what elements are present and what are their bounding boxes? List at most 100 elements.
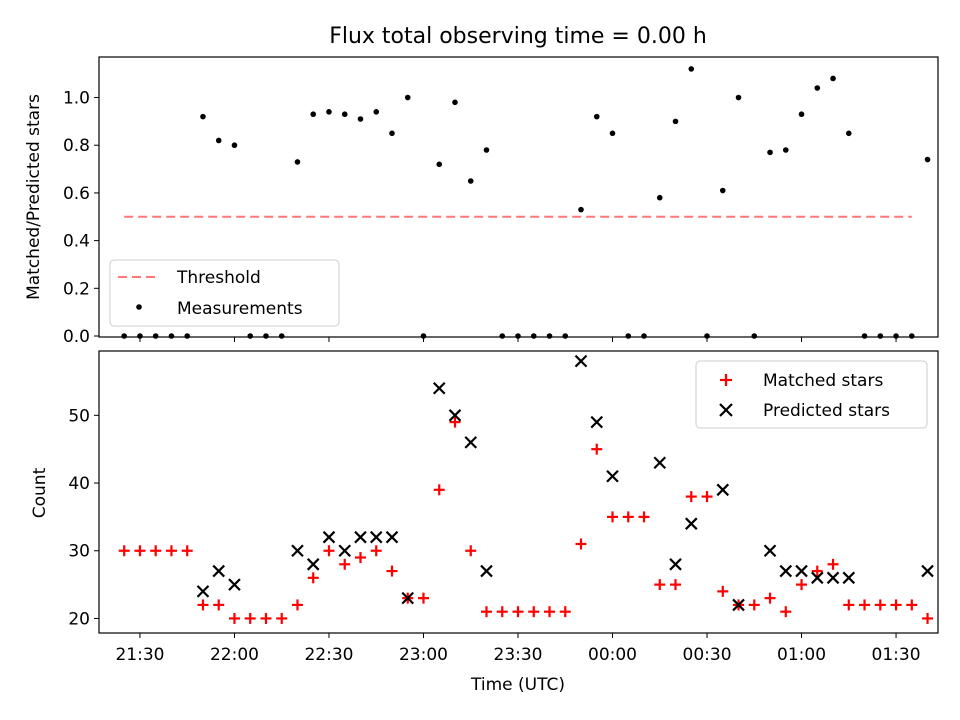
measurement-point [893, 333, 899, 339]
predicted-star-point [385, 530, 399, 544]
measurement-point [672, 118, 679, 125]
matched-star-point [859, 599, 871, 611]
predicted-star-point [653, 456, 667, 470]
matched-star-point [591, 443, 603, 455]
measurement-point [735, 94, 742, 101]
predicted-star-stroke-b [212, 564, 225, 578]
matched-star-point [323, 545, 335, 557]
matched-star-point [512, 606, 524, 618]
matched-star-point [291, 599, 303, 611]
measurement-point [263, 333, 269, 339]
matched-star-point [197, 599, 209, 611]
predicted-star-stroke-b [228, 578, 241, 591]
predicted-star-stroke-b [842, 571, 856, 585]
measurement-point [782, 147, 789, 153]
bottom-plot-frame [98, 350, 939, 634]
predicted-star-point [842, 571, 856, 585]
matched-star-point [701, 491, 713, 503]
predicted-star-stroke-b [606, 469, 619, 483]
bottom-x-tick-label: 22:30 [304, 645, 353, 665]
predicted-star-point [401, 591, 415, 605]
predicted-star-stroke-b [716, 483, 730, 497]
measurement-point [877, 333, 884, 339]
measurement-point [310, 111, 317, 118]
matched-star-point [528, 606, 540, 618]
top-plot-frame [98, 56, 939, 338]
bottom-y-ticks: 20 30 40 50 [68, 406, 99, 629]
predicted-stars-points [196, 354, 934, 612]
measurement-point [436, 161, 443, 168]
predicted-star-stroke-b [826, 571, 840, 585]
predicted-star-point [354, 530, 367, 544]
predicted-star-point [212, 564, 225, 578]
measurement-point [578, 206, 584, 213]
predicted-star-point [732, 598, 745, 612]
predicted-star-point [338, 544, 352, 558]
matched-star-point [354, 552, 366, 564]
matched-star-point [906, 599, 918, 611]
matched-star-point [433, 484, 445, 496]
measurement-point [767, 149, 773, 156]
matched-star-point [181, 545, 193, 557]
measurement-point [530, 333, 537, 339]
legend-measurements-label: Measurements [177, 299, 303, 319]
x-axis-label: Time (UTC) [470, 675, 565, 695]
predicted-star-stroke-b [432, 381, 446, 395]
predicted-star-stroke-b [574, 354, 588, 368]
predicted-star-point [291, 544, 304, 558]
measurement-point [515, 333, 521, 339]
predicted-star-point [306, 558, 320, 571]
top-y-tick-label: 0.0 [63, 327, 90, 347]
top-y-tick-label: 0.6 [63, 184, 90, 204]
measurement-point [231, 142, 238, 149]
measurement-point [830, 75, 836, 82]
legend-predicted-label: Predicted stars [763, 401, 890, 421]
matched-star-point [622, 511, 634, 523]
matched-star-point [638, 511, 650, 523]
matched-star-point [480, 606, 492, 618]
measurement-point [404, 94, 411, 101]
matched-star-point [260, 612, 272, 624]
predicted-star-stroke-b [811, 571, 824, 585]
matched-star-point [370, 545, 382, 557]
predicted-star-point [811, 571, 824, 585]
predicted-star-point [228, 578, 241, 591]
measurement-point [373, 109, 380, 115]
predicted-star-point [779, 564, 793, 578]
bottom-x-tick-label: 21:30 [115, 645, 164, 665]
matched-star-point [843, 599, 855, 611]
matched-star-point [575, 538, 587, 550]
matched-star-point [685, 491, 697, 503]
measurement-point [924, 156, 931, 163]
legend-matched-label: Matched stars [763, 371, 883, 391]
predicted-star-stroke-b [763, 544, 777, 558]
bottom-x-tick-label: 01:00 [777, 645, 826, 665]
predicted-star-point [716, 483, 730, 497]
predicted-star-point [448, 409, 462, 422]
matched-star-point [134, 545, 146, 557]
predicted-star-point [432, 381, 446, 395]
predicted-star-point [590, 415, 604, 429]
matched-star-point [764, 592, 776, 604]
predicted-star-point [196, 585, 210, 598]
bottom-y-tick-label: 30 [68, 542, 90, 562]
predicted-star-stroke-b [291, 544, 304, 558]
matched-star-point [890, 599, 902, 611]
legend-threshold-label: Threshold [176, 268, 261, 288]
matched-star-point [717, 585, 729, 597]
bottom-x-tick-label: 23:30 [494, 645, 543, 665]
measurement-point [247, 333, 254, 339]
top-y-ticks: 0.0 0.2 0.4 0.6 0.8 1.0 [63, 89, 99, 347]
matched-star-point [496, 606, 508, 618]
predicted-star-point [921, 564, 934, 578]
predicted-star-stroke-b [669, 558, 682, 571]
bottom-x-tick-label: 23:00 [399, 645, 448, 665]
predicted-star-stroke-b [306, 558, 320, 571]
measurement-point [719, 187, 726, 194]
matched-star-point [654, 579, 666, 591]
predicted-star-stroke-b [464, 436, 478, 449]
matched-star-point [827, 558, 839, 570]
matched-star-point [874, 599, 886, 611]
bottom-x-ticks: 21:30 22:00 22:30 23:00 23:30 00:00 00:30 01:00… [115, 633, 921, 665]
bottom-panel: Count Time (UTC) 20 30 40 50 21:30 22:00 22:3… [30, 350, 939, 695]
